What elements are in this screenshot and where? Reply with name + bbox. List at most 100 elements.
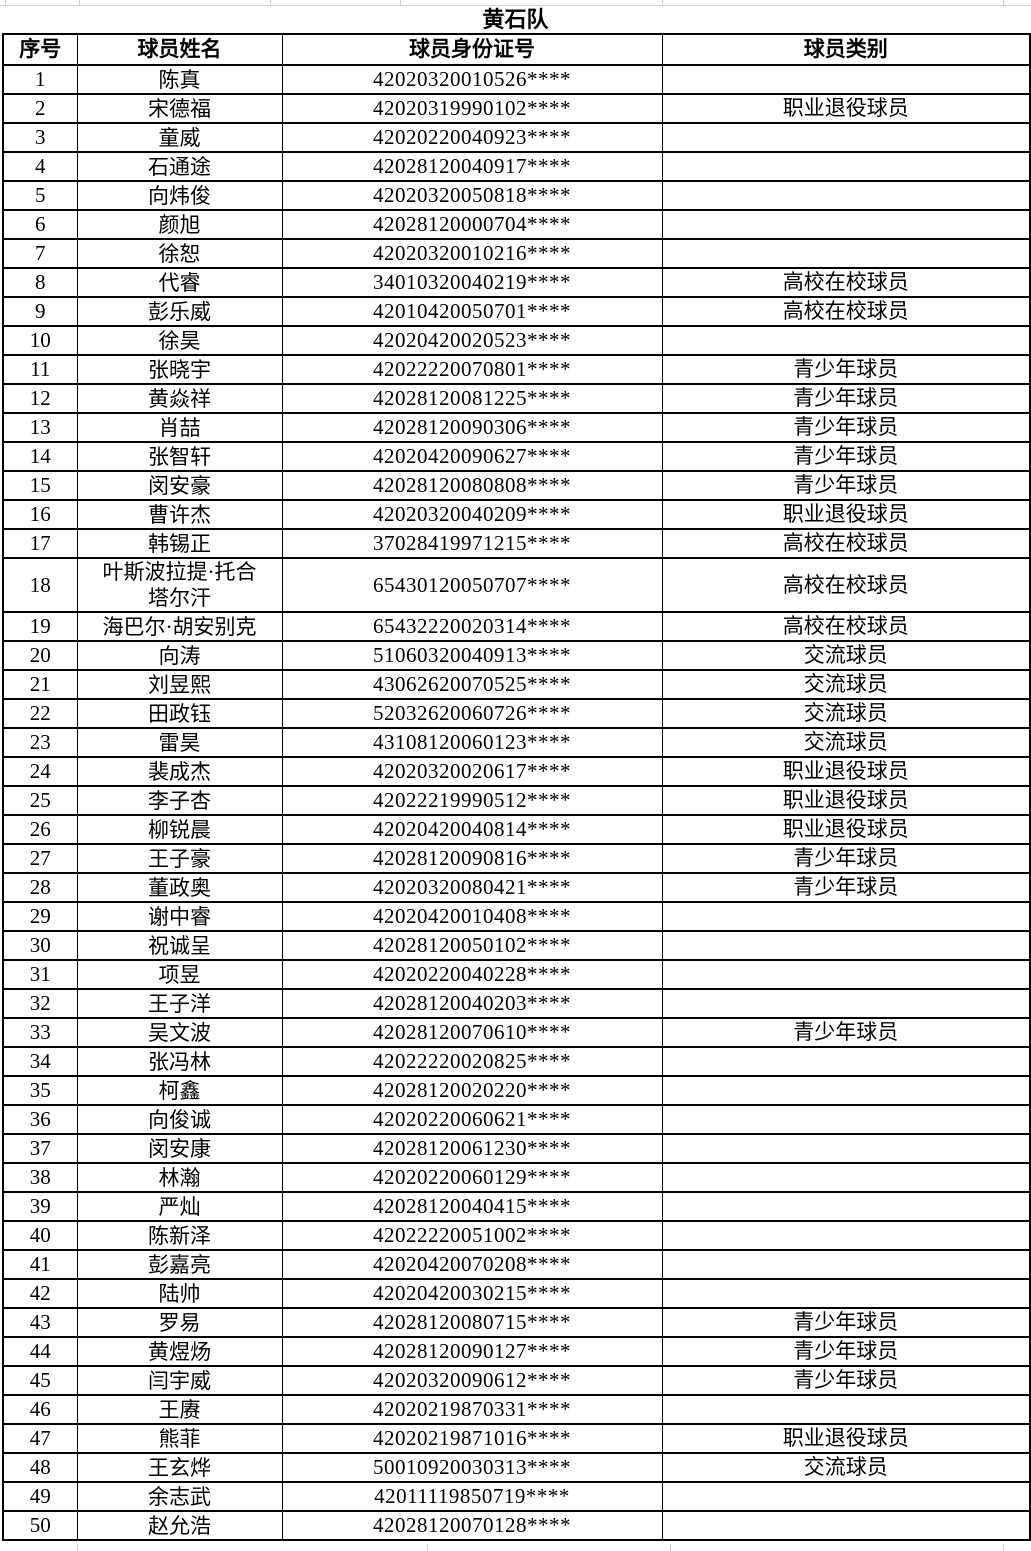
player-id-cell[interactable]: 43108120060123**** bbox=[281, 727, 663, 758]
player-name-cell[interactable]: 林瀚 bbox=[76, 1162, 283, 1193]
row-number-cell[interactable]: 43 bbox=[2, 1307, 78, 1338]
row-number-cell[interactable]: 48 bbox=[2, 1452, 78, 1483]
player-category-cell[interactable] bbox=[661, 1191, 1031, 1222]
player-id-cell[interactable]: 42028120040203**** bbox=[281, 988, 663, 1019]
row-number-cell[interactable]: 45 bbox=[2, 1365, 78, 1396]
player-category-cell[interactable] bbox=[661, 1075, 1031, 1106]
row-number-cell[interactable]: 8 bbox=[2, 267, 78, 298]
player-name-cell[interactable]: 王赓 bbox=[76, 1394, 283, 1425]
player-category-cell[interactable]: 青少年球员 bbox=[661, 354, 1031, 385]
player-name-cell[interactable]: 彭嘉亮 bbox=[76, 1249, 283, 1280]
player-name-cell[interactable]: 向涛 bbox=[76, 640, 283, 671]
player-name-cell[interactable]: 闫宇威 bbox=[76, 1365, 283, 1396]
player-category-cell[interactable]: 高校在校球员 bbox=[661, 557, 1031, 613]
row-number-cell[interactable]: 3 bbox=[2, 122, 78, 153]
player-category-cell[interactable] bbox=[661, 151, 1031, 182]
player-id-cell[interactable]: 65432220020314**** bbox=[281, 611, 663, 642]
player-name-cell[interactable]: 闵安豪 bbox=[76, 470, 283, 501]
player-category-cell[interactable] bbox=[661, 901, 1031, 932]
player-id-cell[interactable]: 42020220040228**** bbox=[281, 959, 663, 990]
player-name-cell[interactable]: 徐恕 bbox=[76, 238, 283, 269]
row-number-cell[interactable]: 20 bbox=[2, 640, 78, 671]
player-name-cell[interactable]: 田政钰 bbox=[76, 698, 283, 729]
player-id-cell[interactable]: 42020220040923**** bbox=[281, 122, 663, 153]
player-category-cell[interactable]: 高校在校球员 bbox=[661, 267, 1031, 298]
player-category-cell[interactable]: 青少年球员 bbox=[661, 843, 1031, 874]
player-id-cell[interactable]: 51060320040913**** bbox=[281, 640, 663, 671]
player-category-cell[interactable]: 交流球员 bbox=[661, 1452, 1031, 1483]
row-number-cell[interactable]: 44 bbox=[2, 1336, 78, 1367]
player-name-cell[interactable]: 黄焱祥 bbox=[76, 383, 283, 414]
player-name-cell[interactable]: 海巴尔·胡安别克 bbox=[76, 611, 283, 642]
player-name-cell[interactable]: 熊菲 bbox=[76, 1423, 283, 1454]
row-number-cell[interactable]: 22 bbox=[2, 698, 78, 729]
row-number-cell[interactable]: 42 bbox=[2, 1278, 78, 1309]
player-id-cell[interactable]: 65430120050707**** bbox=[281, 557, 663, 613]
player-category-cell[interactable] bbox=[661, 1249, 1031, 1280]
player-id-cell[interactable]: 42020420030215**** bbox=[281, 1278, 663, 1309]
player-category-cell[interactable]: 青少年球员 bbox=[661, 383, 1031, 414]
row-number-cell[interactable]: 23 bbox=[2, 727, 78, 758]
player-name-cell[interactable]: 刘昱熙 bbox=[76, 669, 283, 700]
player-id-cell[interactable]: 42020219871016**** bbox=[281, 1423, 663, 1454]
player-id-cell[interactable]: 42020320050818**** bbox=[281, 180, 663, 211]
player-id-cell[interactable]: 34010320040219**** bbox=[281, 267, 663, 298]
player-category-cell[interactable] bbox=[661, 1104, 1031, 1135]
row-number-cell[interactable]: 13 bbox=[2, 412, 78, 443]
player-name-cell[interactable]: 陈新泽 bbox=[76, 1220, 283, 1251]
player-id-cell[interactable]: 50010920030313**** bbox=[281, 1452, 663, 1483]
player-id-cell[interactable]: 42028120090816**** bbox=[281, 843, 663, 874]
player-id-cell[interactable]: 52032620060726**** bbox=[281, 698, 663, 729]
player-name-cell[interactable]: 王子洋 bbox=[76, 988, 283, 1019]
row-number-cell[interactable]: 24 bbox=[2, 756, 78, 787]
player-name-cell[interactable]: 柳锐晨 bbox=[76, 814, 283, 845]
player-id-cell[interactable]: 42022219990512**** bbox=[281, 785, 663, 816]
player-id-cell[interactable]: 42011119850719**** bbox=[281, 1481, 663, 1512]
player-id-cell[interactable]: 42020219870331**** bbox=[281, 1394, 663, 1425]
player-id-cell[interactable]: 42020319990102**** bbox=[281, 93, 663, 124]
player-name-cell[interactable]: 雷昊 bbox=[76, 727, 283, 758]
player-category-cell[interactable]: 职业退役球员 bbox=[661, 756, 1031, 787]
row-number-cell[interactable]: 1 bbox=[2, 64, 78, 95]
player-category-cell[interactable] bbox=[661, 1278, 1031, 1309]
player-category-cell[interactable] bbox=[661, 1481, 1031, 1512]
row-number-cell[interactable]: 38 bbox=[2, 1162, 78, 1193]
row-number-cell[interactable]: 7 bbox=[2, 238, 78, 269]
player-category-cell[interactable]: 高校在校球员 bbox=[661, 528, 1031, 559]
player-id-cell[interactable]: 42028120090306**** bbox=[281, 412, 663, 443]
player-category-cell[interactable]: 青少年球员 bbox=[661, 412, 1031, 443]
player-name-cell[interactable]: 徐昊 bbox=[76, 325, 283, 356]
player-name-cell[interactable]: 曹许杰 bbox=[76, 499, 283, 530]
row-number-cell[interactable]: 19 bbox=[2, 611, 78, 642]
row-number-cell[interactable]: 39 bbox=[2, 1191, 78, 1222]
row-number-cell[interactable]: 40 bbox=[2, 1220, 78, 1251]
player-category-cell[interactable] bbox=[661, 1133, 1031, 1164]
row-number-cell[interactable]: 21 bbox=[2, 669, 78, 700]
row-number-cell[interactable]: 35 bbox=[2, 1075, 78, 1106]
player-category-cell[interactable]: 职业退役球员 bbox=[661, 785, 1031, 816]
player-category-cell[interactable]: 职业退役球员 bbox=[661, 814, 1031, 845]
player-id-cell[interactable]: 42010420050701**** bbox=[281, 296, 663, 327]
player-category-cell[interactable]: 青少年球员 bbox=[661, 872, 1031, 903]
row-number-cell[interactable]: 49 bbox=[2, 1481, 78, 1512]
row-number-cell[interactable]: 17 bbox=[2, 528, 78, 559]
row-number-cell[interactable]: 2 bbox=[2, 93, 78, 124]
player-name-cell[interactable]: 叶斯波拉提·托合塔尔汗 bbox=[76, 557, 283, 613]
row-number-cell[interactable]: 25 bbox=[2, 785, 78, 816]
row-number-cell[interactable]: 18 bbox=[2, 557, 78, 613]
player-name-cell[interactable]: 张智轩 bbox=[76, 441, 283, 472]
player-name-cell[interactable]: 王子豪 bbox=[76, 843, 283, 874]
player-name-cell[interactable]: 向俊诚 bbox=[76, 1104, 283, 1135]
row-number-cell[interactable]: 33 bbox=[2, 1017, 78, 1048]
row-number-cell[interactable]: 34 bbox=[2, 1046, 78, 1077]
player-id-cell[interactable]: 42020320010216**** bbox=[281, 238, 663, 269]
row-number-cell[interactable]: 4 bbox=[2, 151, 78, 182]
player-id-cell[interactable]: 42022220051002**** bbox=[281, 1220, 663, 1251]
row-number-cell[interactable]: 28 bbox=[2, 872, 78, 903]
player-name-cell[interactable]: 陈真 bbox=[76, 64, 283, 95]
row-number-cell[interactable]: 31 bbox=[2, 959, 78, 990]
row-number-cell[interactable]: 10 bbox=[2, 325, 78, 356]
player-id-cell[interactable]: 42028120070128**** bbox=[281, 1510, 663, 1541]
player-name-cell[interactable]: 童威 bbox=[76, 122, 283, 153]
player-name-cell[interactable]: 李子杏 bbox=[76, 785, 283, 816]
